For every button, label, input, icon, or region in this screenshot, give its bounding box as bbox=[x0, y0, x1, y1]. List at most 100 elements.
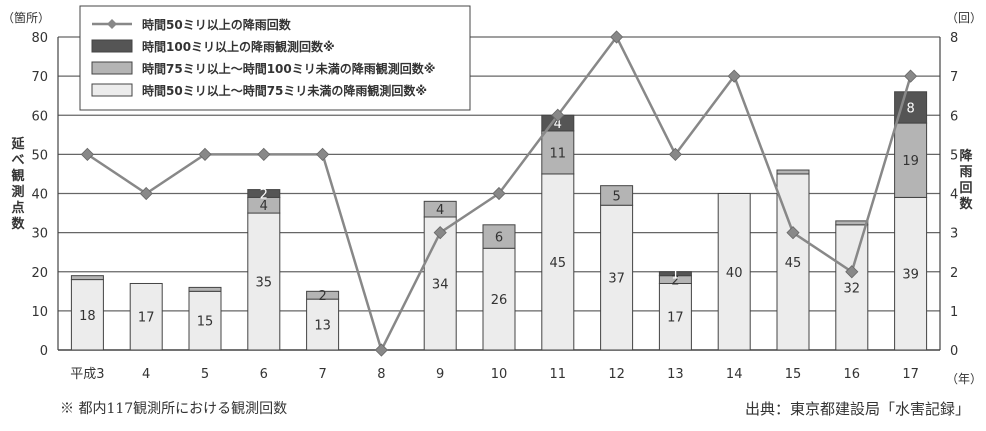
x-tick-label: 16 bbox=[844, 367, 861, 382]
left-axis-title-char: べ bbox=[11, 153, 24, 168]
line-point bbox=[551, 108, 565, 122]
x-tick-label: 12 bbox=[608, 367, 625, 382]
bar-value-label: 4 bbox=[554, 117, 562, 132]
line-point bbox=[904, 69, 918, 83]
bar-segment bbox=[541, 130, 575, 175]
bar-value-label: 15 bbox=[197, 315, 214, 330]
right-tick-label: 2 bbox=[950, 266, 958, 281]
x-tick-label: 11 bbox=[550, 367, 567, 382]
bar-segment bbox=[247, 212, 281, 351]
bar-value-label: 8 bbox=[906, 101, 914, 116]
line-point bbox=[845, 265, 859, 279]
bar-value-label: 32 bbox=[844, 281, 861, 296]
bar-value-label: 6 bbox=[495, 231, 503, 246]
line-point bbox=[433, 226, 447, 240]
line-point bbox=[492, 186, 506, 201]
bar-segment bbox=[188, 286, 222, 292]
bar-segment bbox=[70, 275, 104, 281]
bar-value-label: 17 bbox=[667, 311, 684, 326]
bar-segment bbox=[835, 224, 869, 351]
bar-segment bbox=[541, 173, 575, 351]
left-axis-title-char: 測 bbox=[11, 184, 24, 200]
bar-value-label: 5 bbox=[612, 189, 620, 204]
bar-value-label: 19 bbox=[902, 154, 919, 169]
right-axis-title-char: 回 bbox=[959, 181, 972, 196]
left-axis-title-char: 観 bbox=[10, 168, 24, 184]
right-tick-label: 3 bbox=[950, 227, 958, 242]
legend-label: 時間75ミリ以上～時間100ミリ未満の降雨観測回数※ bbox=[142, 61, 435, 76]
left-tick-label: 80 bbox=[31, 31, 48, 46]
left-tick-label: 70 bbox=[31, 70, 48, 85]
bar-value-label: 2 bbox=[671, 274, 679, 289]
line-point bbox=[374, 343, 388, 357]
line-point bbox=[668, 147, 682, 161]
left-tick-label: 10 bbox=[31, 305, 48, 320]
right-tick-label: 8 bbox=[950, 31, 958, 46]
bar-value-label: 2 bbox=[318, 289, 326, 304]
bar-segment bbox=[717, 193, 751, 351]
right-tick-label: 0 bbox=[950, 344, 958, 359]
line-point bbox=[139, 186, 153, 201]
legend-marker bbox=[107, 19, 117, 29]
right-axis-title-char: 降 bbox=[959, 148, 973, 164]
x-tick-label: 17 bbox=[902, 367, 919, 382]
line-point bbox=[257, 147, 271, 161]
legend-bar-swatch bbox=[91, 61, 133, 75]
legend-bar-swatch bbox=[91, 39, 133, 53]
line-point bbox=[316, 147, 330, 161]
bar-value-label: 45 bbox=[785, 256, 802, 271]
bar-segment bbox=[482, 224, 516, 249]
x-tick-label: 5 bbox=[201, 367, 209, 382]
bar-value-label: 37 bbox=[608, 272, 625, 287]
bar-segment bbox=[306, 290, 340, 300]
line-point bbox=[610, 30, 624, 44]
bar-value-label: 2 bbox=[260, 188, 268, 203]
right-tick-label: 5 bbox=[950, 148, 958, 163]
line-point bbox=[80, 147, 94, 161]
x-tick-label: 14 bbox=[726, 367, 743, 382]
bar-series bbox=[70, 91, 928, 351]
line-point bbox=[198, 147, 212, 161]
bar-segment bbox=[894, 196, 928, 351]
x-tick-label: 6 bbox=[260, 367, 268, 382]
bar-segment bbox=[423, 200, 457, 218]
right-axis-unit: （回） bbox=[946, 11, 982, 25]
bar-value-label: 4 bbox=[260, 199, 268, 214]
x-tick-label: 9 bbox=[436, 367, 444, 382]
bar-value-label: 13 bbox=[314, 319, 331, 334]
x-tick-label: 7 bbox=[318, 367, 326, 382]
x-tick-label: 4 bbox=[142, 367, 150, 382]
legend-bar-swatch bbox=[91, 83, 133, 97]
line-series bbox=[80, 30, 918, 357]
right-tick-label: 6 bbox=[950, 109, 958, 124]
x-tick-label: 13 bbox=[667, 367, 684, 382]
bar-value-label: 35 bbox=[256, 276, 273, 291]
bar-value-label: 39 bbox=[902, 268, 919, 283]
legend-label: 時間50ミリ以上の降雨回数 bbox=[142, 17, 292, 32]
left-tick-label: 60 bbox=[31, 109, 48, 124]
right-tick-label: 1 bbox=[950, 305, 958, 320]
x-tick-label: 15 bbox=[785, 367, 802, 382]
line-point bbox=[786, 226, 800, 240]
footnote: ※ 都内117観測所における観測回数 bbox=[60, 401, 288, 417]
line-point bbox=[727, 69, 741, 83]
bar-segment bbox=[894, 122, 928, 198]
bar-value-label: 17 bbox=[138, 311, 155, 326]
bar-value-label: 34 bbox=[432, 277, 449, 292]
left-tick-label: 30 bbox=[31, 227, 48, 242]
left-tick-label: 0 bbox=[40, 344, 48, 359]
bar-value-label: 1 bbox=[671, 268, 679, 283]
left-axis-title-char: 数 bbox=[11, 216, 25, 232]
bar-segment bbox=[835, 220, 869, 226]
bar-segment bbox=[247, 189, 281, 198]
x-tick-label: 8 bbox=[377, 367, 385, 382]
bar-value-label: 40 bbox=[726, 266, 743, 281]
x-tick-label: 10 bbox=[491, 367, 508, 382]
bar-segment bbox=[658, 271, 692, 277]
right-axis-title: 降雨回数 bbox=[959, 148, 973, 212]
